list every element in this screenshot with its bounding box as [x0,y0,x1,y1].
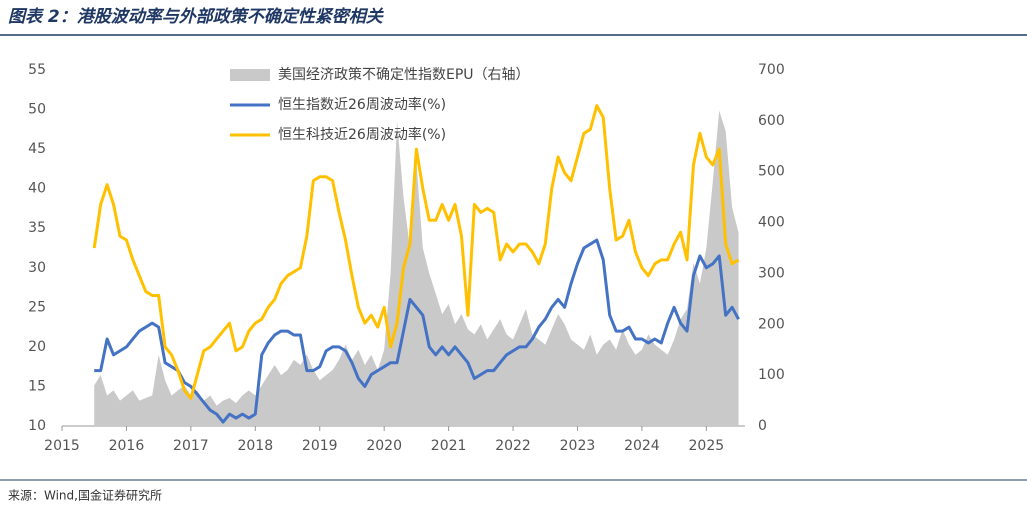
x-tick-label: 2024 [624,438,660,454]
y2-tick-label: 700 [758,62,785,78]
y-tick-label: 50 [28,102,46,118]
y-tick-label: 40 [28,181,46,197]
x-tick-label: 2017 [173,438,209,454]
x-tick-label: 2018 [237,438,273,454]
y-tick-label: 35 [28,220,46,236]
y2-tick-label: 300 [758,265,785,281]
x-tick-label: 2019 [302,438,338,454]
legend-swatch [230,69,270,81]
y2-tick-label: 200 [758,316,785,332]
x-tick-label: 2022 [495,438,531,454]
x-tick-label: 2020 [366,438,402,454]
y-tick-label: 30 [28,260,46,276]
y2-tick-label: 600 [758,113,785,129]
x-tick-label: 2023 [560,438,596,454]
legend-label: 美国经济政策不确定性指数EPU（右轴） [278,66,530,83]
area [94,110,739,426]
x-tick-label: 2015 [44,438,80,454]
y-tick-label: 10 [28,418,46,434]
y-tick-label: 15 [28,378,46,394]
source-note: 来源：Wind,国金证券研究所 [8,488,162,503]
y-tick-label: 45 [28,141,46,157]
y2-tick-label: 400 [758,215,785,231]
x-tick-label: 2021 [431,438,467,454]
y2-tick-label: 100 [758,367,785,383]
line [94,238,740,424]
chart-title: 图表 2：港股波动率与外部政策不确定性紧密相关 [8,7,385,27]
y-tick-label: 20 [28,339,46,355]
x-tick-label: 2025 [689,438,725,454]
x-tick-label: 2016 [109,438,145,454]
y2-tick-label: 0 [758,418,767,434]
y-tick-label: 25 [28,299,46,315]
legend-label: 恒生指数近26周波动率(%) [278,96,446,113]
y-tick-label: 55 [28,62,46,78]
line [92,104,740,400]
y2-tick-label: 500 [758,164,785,180]
legend-label: 恒生科技近26周波动率(%) [278,126,446,143]
